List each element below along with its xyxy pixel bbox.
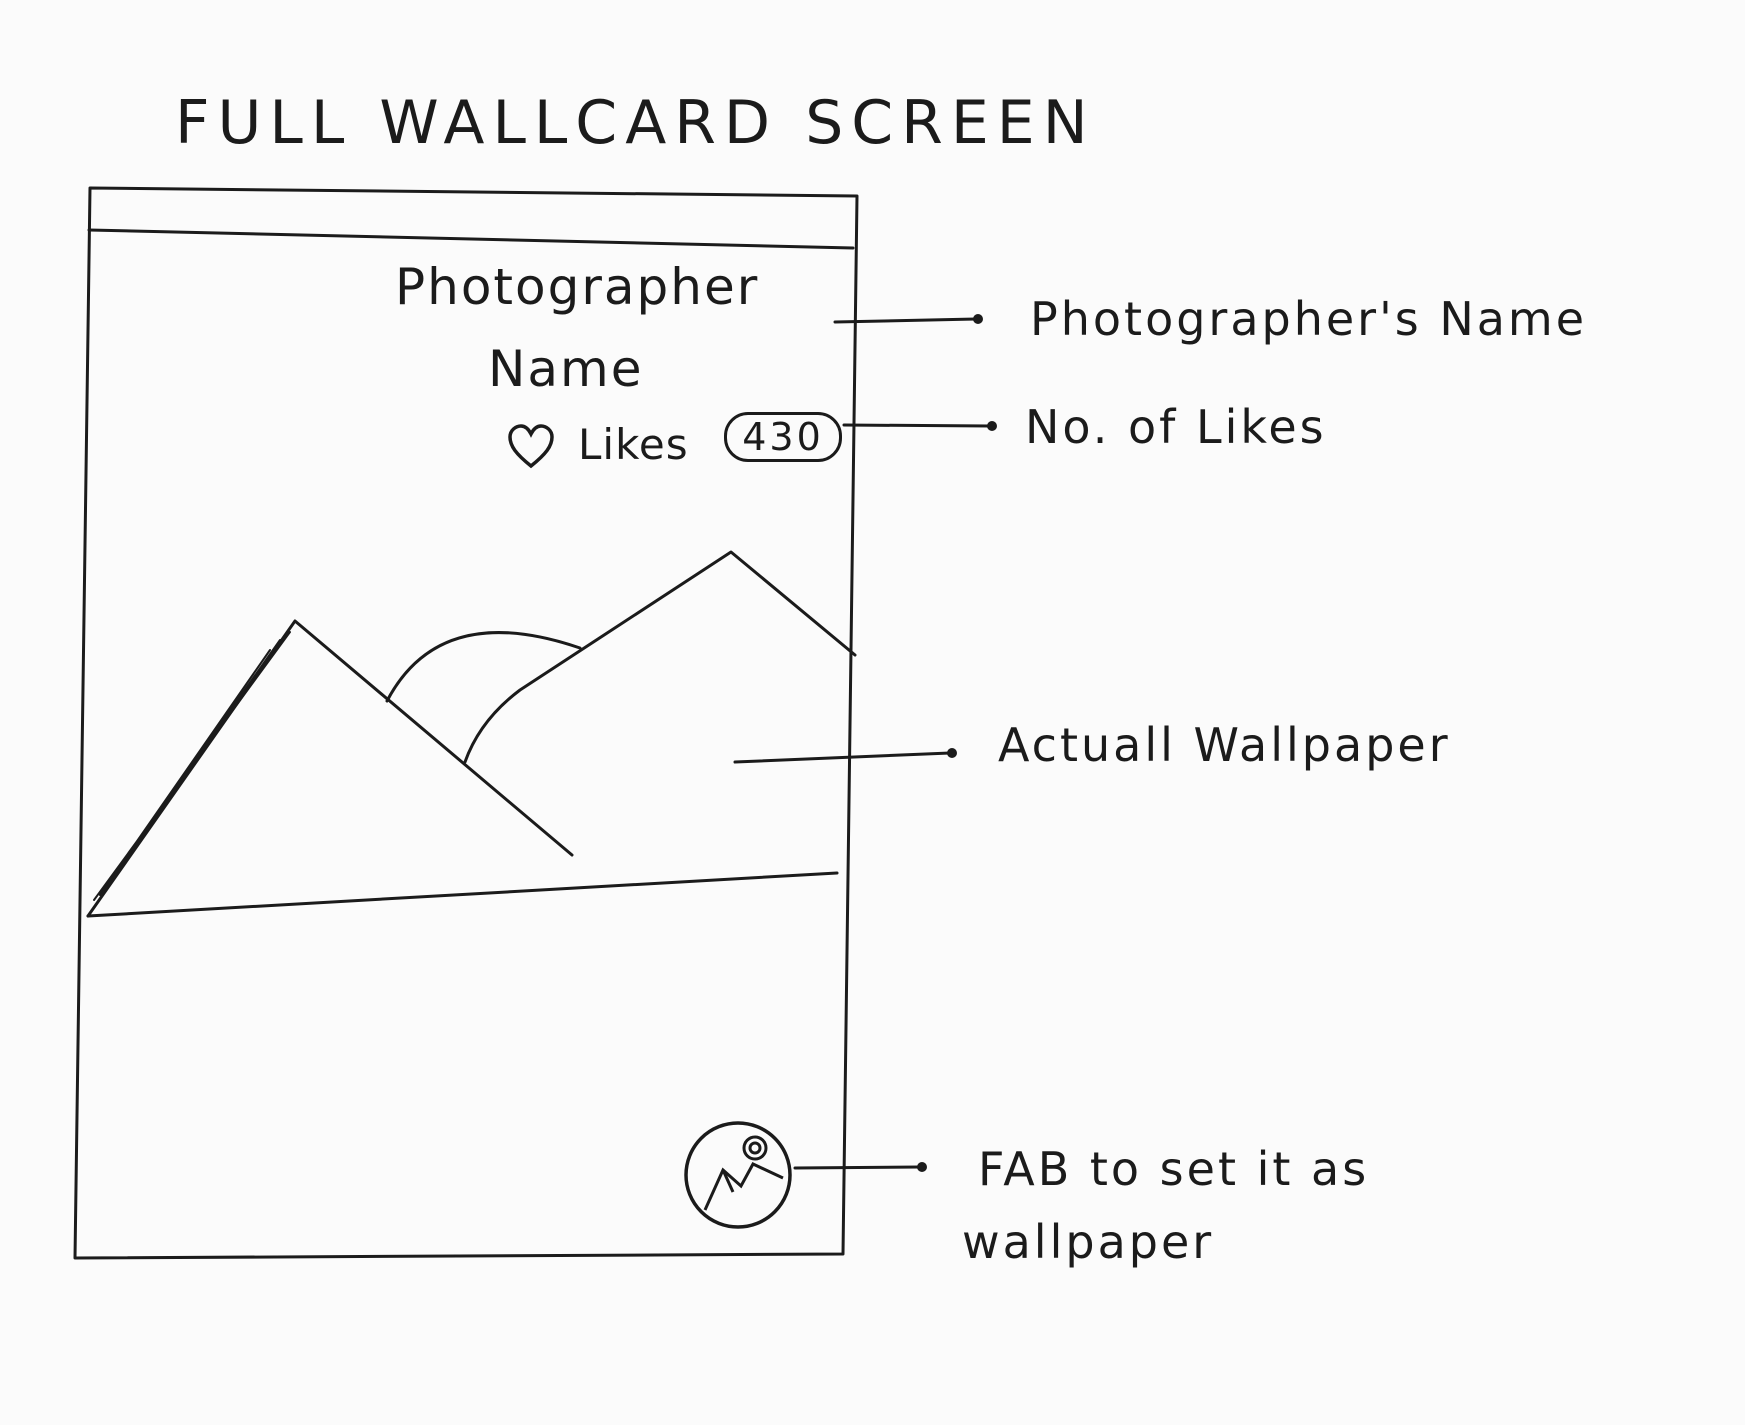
mountain-left-shading	[93, 631, 291, 901]
leader-dot-photographer	[973, 314, 983, 324]
annotation-likes: No. of Likes	[1025, 400, 1327, 454]
leader-photographer	[833, 317, 978, 324]
wallpaper-image	[86, 550, 857, 918]
likes-count-badge: 430	[724, 412, 842, 462]
photographer-name-line2: Name	[488, 340, 644, 398]
leader-dot-fab	[917, 1162, 927, 1172]
photographer-name-line1: Photographer	[395, 258, 760, 316]
leader-fab	[793, 1165, 922, 1170]
horizon-line	[86, 871, 839, 918]
likes-label: Likes	[578, 420, 689, 469]
heart-icon[interactable]	[506, 422, 556, 472]
phone-frame	[73, 186, 859, 1260]
mountain-right	[463, 550, 857, 764]
set-wallpaper-fab[interactable]	[683, 1120, 793, 1230]
annotation-wallpaper: Actuall Wallpaper	[998, 718, 1451, 772]
leader-dot-likes	[987, 421, 997, 431]
mountain-left	[86, 619, 574, 918]
annotation-fab-line1: FAB to set it as	[978, 1142, 1370, 1196]
annotation-fab-line2: wallpaper	[962, 1215, 1215, 1269]
annotation-photographer-name: Photographer's Name	[1030, 292, 1588, 346]
leader-dot-wallpaper	[947, 748, 957, 758]
leader-wallpaper	[733, 751, 952, 764]
app-bar-divider	[87, 228, 855, 250]
leader-likes	[842, 423, 992, 428]
sun-arc	[385, 631, 582, 703]
page-title: Full WallCard Screen	[175, 88, 1096, 158]
set-wallpaper-icon	[703, 1135, 784, 1211]
